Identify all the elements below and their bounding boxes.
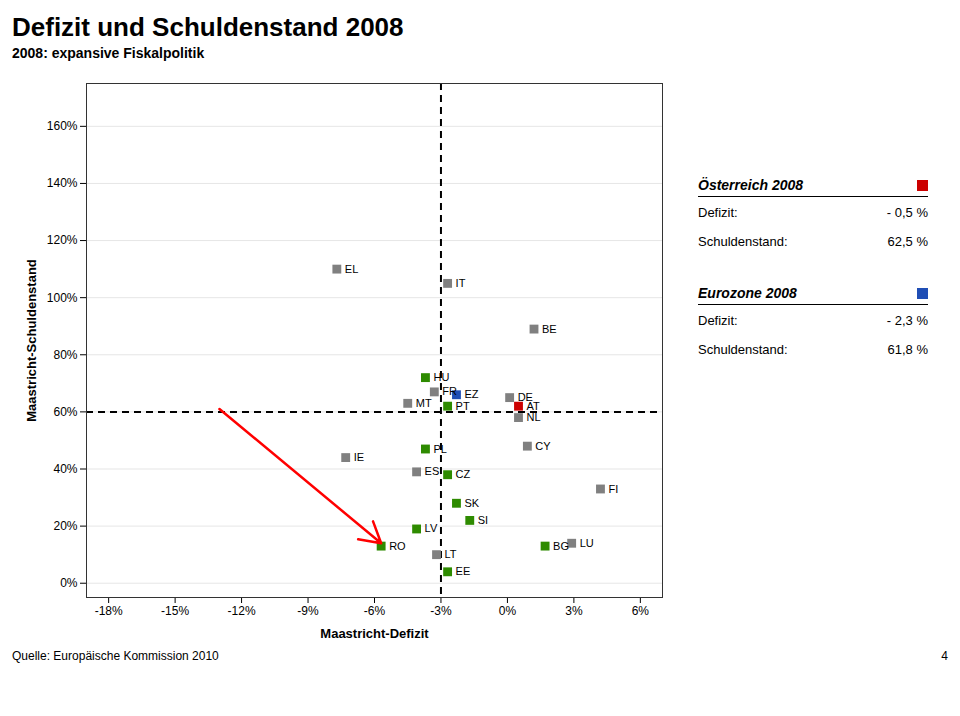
svg-text:CZ: CZ <box>456 468 471 480</box>
svg-text:PT: PT <box>456 400 470 412</box>
svg-text:PL: PL <box>433 443 446 455</box>
svg-text:-15%: -15% <box>161 604 189 618</box>
html-text:Schuldenstand:: Schuldenstand: <box>698 234 788 249</box>
svg-text:0%: 0% <box>499 604 517 618</box>
svg-text:40%: 40% <box>53 462 77 476</box>
svg-text:-18%: -18% <box>95 604 123 618</box>
svg-text:6%: 6% <box>632 604 650 618</box>
html-text:- 0,5 %: - 0,5 % <box>886 205 928 220</box>
svg-text:BG: BG <box>553 540 569 552</box>
svg-text:AT: AT <box>526 399 540 412</box>
svg-text:EE: EE <box>456 565 471 577</box>
html-text:- 2,3 %: - 2,3 % <box>886 313 928 328</box>
svg-text:SK: SK <box>464 497 479 509</box>
html-text:62,5 %: 62,5 % <box>887 234 928 249</box>
svg-text:CY: CY <box>535 440 551 452</box>
html-text:Quelle: Europäische Kommission: Quelle: Europäische Kommission 2010 <box>12 649 219 663</box>
html-text:Defizit und Schuldenstand 2008: Defizit und Schuldenstand 2008 <box>12 12 404 42</box>
svg-text:100%: 100% <box>47 291 78 305</box>
svg-text:LU: LU <box>580 537 594 549</box>
svg-text:IE: IE <box>354 451 364 463</box>
svg-text:0%: 0% <box>60 576 78 590</box>
svg-text:-6%: -6% <box>364 604 386 618</box>
svg-text:DE: DE <box>518 391 533 403</box>
svg-text:120%: 120% <box>47 233 78 247</box>
html-text:61,8 %: 61,8 % <box>887 342 928 357</box>
svg-text:MT: MT <box>416 397 432 409</box>
svg-text:FI: FI <box>608 483 618 495</box>
svg-text:60%: 60% <box>53 405 77 419</box>
svg-text:3%: 3% <box>565 604 583 618</box>
html-text:Defizit:: Defizit: <box>698 313 738 328</box>
svg-text:Maastricht-Schuldenstand: Maastricht-Schuldenstand <box>24 259 39 422</box>
svg-text:20%: 20% <box>53 519 77 533</box>
html-text:Schuldenstand:: Schuldenstand: <box>698 342 788 357</box>
svg-text:LV: LV <box>425 522 438 534</box>
svg-text:EZ: EZ <box>464 388 478 400</box>
svg-text:HU: HU <box>433 371 449 383</box>
svg-text:FR: FR <box>442 385 457 397</box>
html-text:Defizit:: Defizit: <box>698 205 738 220</box>
svg-text:140%: 140% <box>47 176 78 190</box>
svg-text:-3%: -3% <box>430 604 452 618</box>
html-text:2008: expansive Fiskalpolitik: 2008: expansive Fiskalpolitik <box>12 45 205 61</box>
svg-text:RO: RO <box>389 540 406 552</box>
html-text:Eurozone 2008: Eurozone 2008 <box>698 285 797 301</box>
svg-text:-9%: -9% <box>297 604 319 618</box>
svg-text:NL: NL <box>527 411 541 423</box>
svg-text:80%: 80% <box>53 348 77 362</box>
html-text:4: 4 <box>941 649 948 663</box>
svg-text:LT: LT <box>445 548 457 560</box>
svg-text:160%: 160% <box>47 119 78 133</box>
html-text:Österreich 2008: Österreich 2008 <box>698 177 804 193</box>
svg-text:ES: ES <box>425 465 440 477</box>
svg-text:IT: IT <box>456 277 466 289</box>
svg-text:SI: SI <box>478 514 488 526</box>
svg-text:BE: BE <box>542 323 557 335</box>
svg-text:EL: EL <box>345 263 358 275</box>
svg-text:Maastricht-Defizit: Maastricht-Defizit <box>320 626 429 641</box>
svg-text:-12%: -12% <box>228 604 256 618</box>
